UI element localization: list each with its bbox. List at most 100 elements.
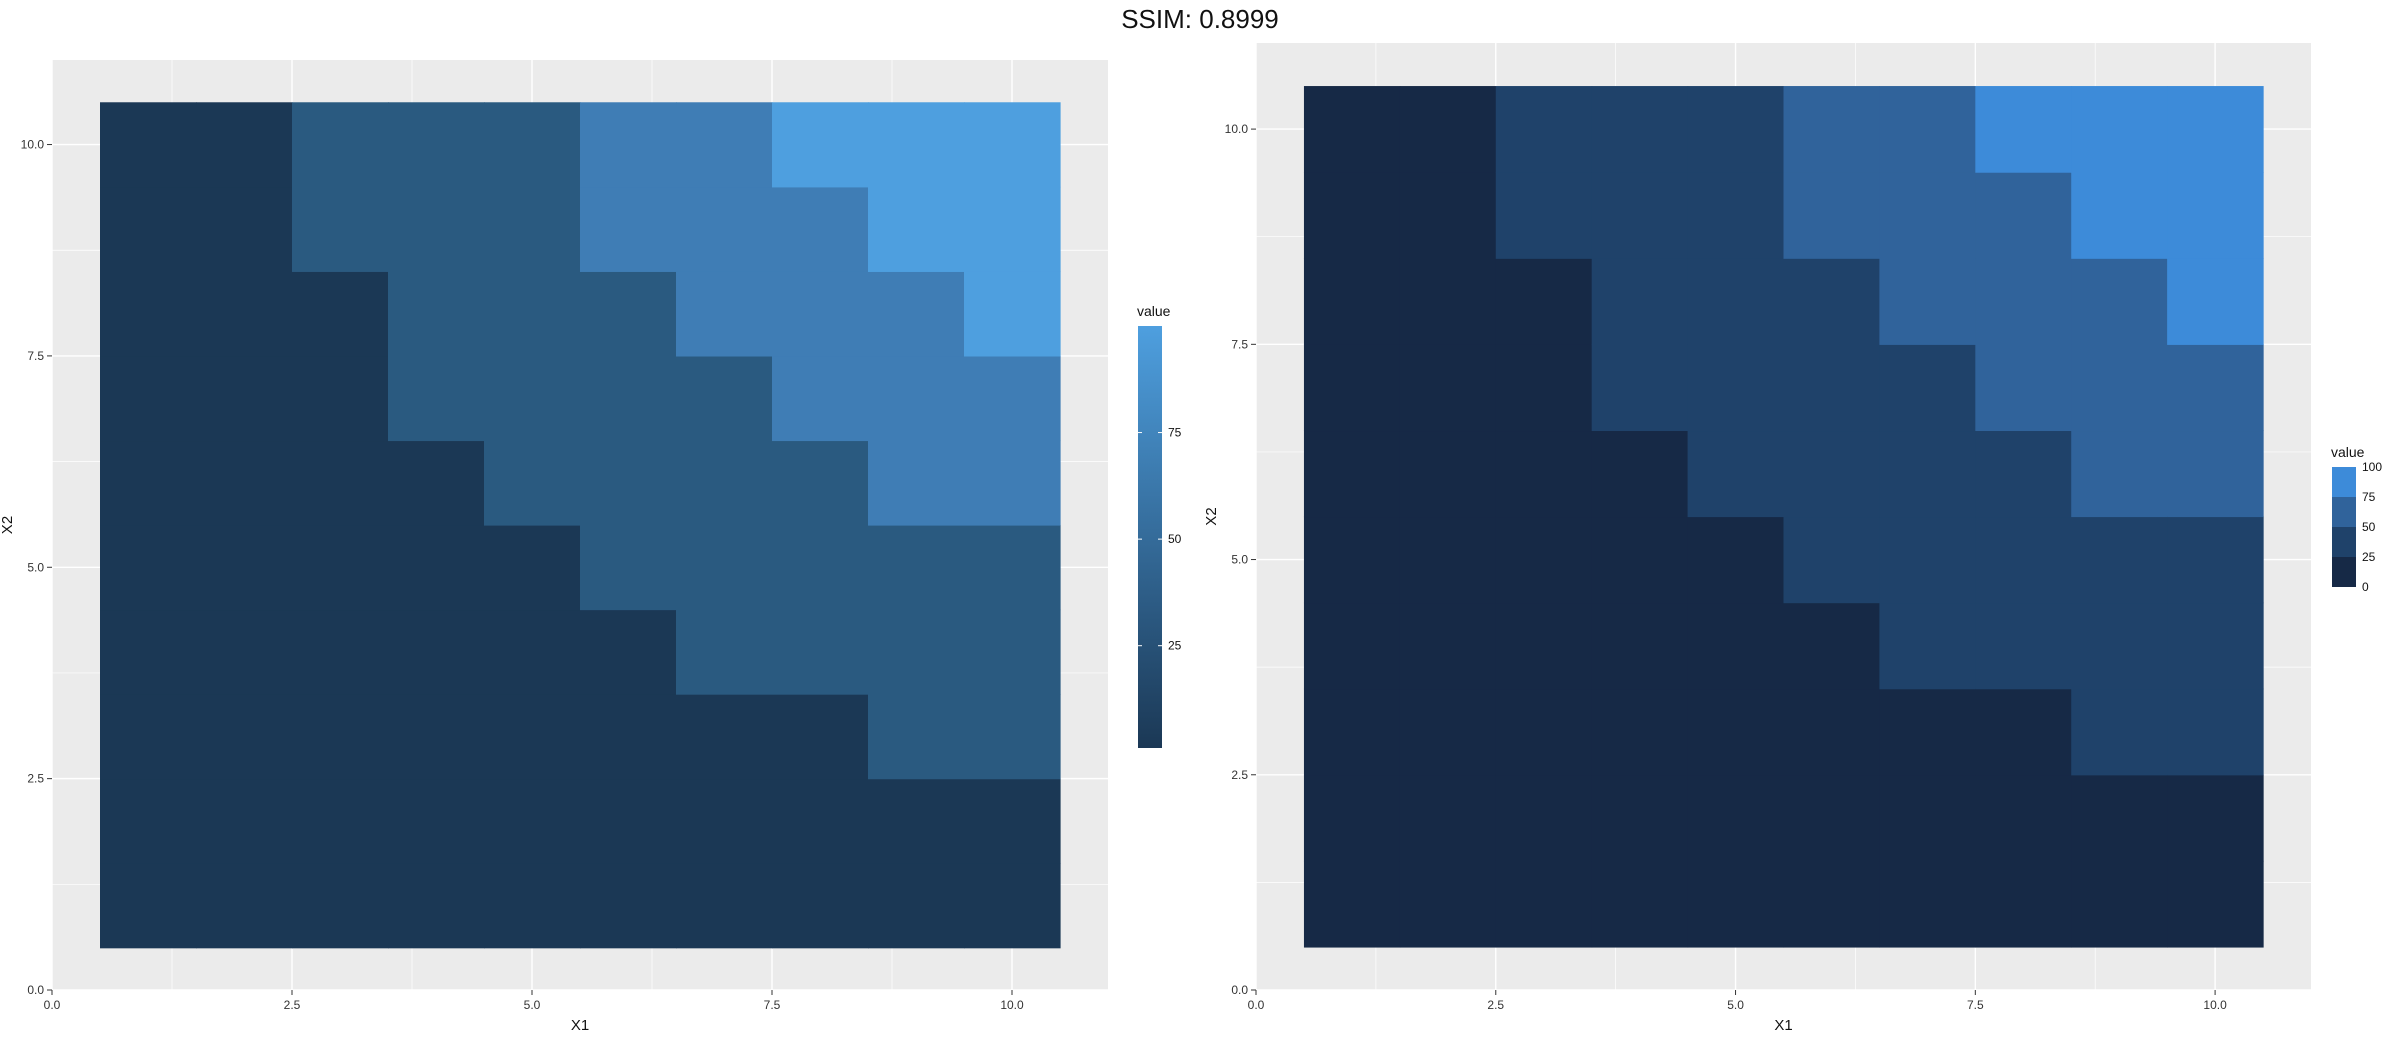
- heatmap-tile: [388, 609, 485, 695]
- heatmap-tile: [868, 609, 965, 695]
- heatmap-tile: [964, 102, 1061, 188]
- heatmap-tiles: [1303, 86, 2264, 948]
- y-tick-label: 0.0: [1231, 983, 1248, 997]
- heatmap-tile: [1399, 86, 1497, 173]
- heatmap-tile: [1399, 688, 1497, 776]
- heatmap-tile: [484, 778, 581, 864]
- heatmap-tile: [580, 186, 677, 272]
- heatmap-tile: [2167, 86, 2264, 173]
- heatmap-tile: [292, 778, 389, 864]
- heatmap-tile: [1495, 602, 1593, 690]
- heatmap-tile: [1975, 172, 2072, 259]
- heatmap-tile: [1303, 516, 1401, 604]
- heatmap-tile: [100, 102, 197, 188]
- heatmap-tile: [1783, 258, 1881, 345]
- heatmap-tile: [2167, 344, 2264, 432]
- heatmap-tile: [676, 863, 773, 949]
- heatmap-tile: [1399, 172, 1497, 259]
- heatmap-tile: [1783, 516, 1881, 604]
- heatmap-tile: [1495, 258, 1593, 345]
- heatmap-tile: [2071, 430, 2168, 518]
- heatmap-tile: [1495, 516, 1593, 604]
- y-tick-label: 0.0: [27, 983, 44, 997]
- heatmap-tile: [484, 355, 581, 442]
- heatmap-tile: [580, 525, 677, 611]
- heatmap-tile: [1975, 860, 2072, 948]
- heatmap-tile: [676, 525, 773, 611]
- heatmap-tile: [1495, 344, 1593, 432]
- heatmap-tile: [196, 186, 293, 272]
- heatmap-tile: [772, 102, 869, 188]
- heatmap-tile: [292, 355, 389, 442]
- heatmap-tile: [1399, 602, 1497, 690]
- x-axis-title: X1: [571, 1017, 589, 1034]
- heatmap-tile: [772, 355, 869, 442]
- heatmap-tile: [772, 525, 869, 611]
- heatmap-tile: [1591, 430, 1689, 518]
- heatmap-tile: [484, 525, 581, 611]
- heatmap-tile: [1879, 688, 1976, 776]
- heatmap-tile: [2071, 344, 2168, 432]
- heatmap-tile: [868, 355, 965, 442]
- heatmap-tile: [1591, 860, 1689, 948]
- heatmap-tile: [100, 440, 197, 526]
- heatmap-tile: [868, 271, 965, 357]
- heatmap-tile: [2167, 516, 2264, 604]
- y-axis: 0.0 2.5 5.0 7.5 10.0 X2: [1203, 122, 1256, 997]
- heatmap-tile: [772, 186, 869, 272]
- heatmap-tile: [100, 863, 197, 949]
- heatmap-tile: [2167, 774, 2264, 862]
- x-tick-label: 10.0: [2203, 998, 2227, 1012]
- heatmap-tile: [1783, 860, 1881, 948]
- heatmap-tile: [1591, 516, 1689, 604]
- heatmap-tile: [772, 778, 869, 864]
- heatmap-tile: [868, 863, 965, 949]
- legend-key: [2332, 497, 2356, 527]
- heatmap-tile: [388, 271, 485, 357]
- heatmap-tile: [1303, 86, 1401, 173]
- heatmap-tile: [676, 778, 773, 864]
- heatmap-tile: [2071, 602, 2168, 690]
- legend-title: value: [1137, 303, 1171, 319]
- x-axis: 0.0 2.5 5.0 7.5 10.0 X1: [44, 990, 1024, 1034]
- heatmap-tile: [484, 609, 581, 695]
- y-axis-title: X2: [1203, 507, 1220, 525]
- heatmap-tile: [2071, 258, 2168, 345]
- legend-tick-label: 75: [1168, 426, 1182, 440]
- heatmap-tile: [1687, 430, 1785, 518]
- y-tick-label: 2.5: [27, 772, 44, 786]
- heatmap-tile: [196, 102, 293, 188]
- heatmap-tile: [1687, 774, 1785, 862]
- heatmap-tile: [580, 440, 677, 526]
- heatmap-tile: [1495, 86, 1593, 173]
- heatmap-tile: [484, 863, 581, 949]
- y-axis-title: X2: [0, 516, 16, 534]
- heatmap-tile: [484, 694, 581, 780]
- heatmap-tile: [964, 440, 1061, 526]
- heatmap-tile: [1879, 172, 1976, 259]
- heatmap-tile: [2071, 688, 2168, 776]
- heatmap-tile: [580, 609, 677, 695]
- heatmap-tile: [100, 355, 197, 442]
- heatmap-tile: [292, 525, 389, 611]
- heatmap-tile: [964, 525, 1061, 611]
- legend-tick-label: 0: [2362, 580, 2369, 594]
- heatmap-tile: [292, 609, 389, 695]
- heatmap-tile: [196, 355, 293, 442]
- heatmap-tile: [868, 186, 965, 272]
- heatmap-tile: [196, 609, 293, 695]
- heatmap-tile: [772, 694, 869, 780]
- legend-tick-label: 75: [2362, 490, 2376, 504]
- heatmap-tile: [388, 863, 485, 949]
- heatmap-tile: [964, 778, 1061, 864]
- x-tick-label: 2.5: [284, 998, 301, 1012]
- heatmap-tile: [1687, 258, 1785, 345]
- heatmap-tile: [1303, 258, 1401, 345]
- heatmap-tile: [1783, 172, 1881, 259]
- heatmap-tile: [1879, 258, 1976, 345]
- legend-tick-label: 25: [1168, 639, 1182, 653]
- heatmap-tile: [1879, 516, 1976, 604]
